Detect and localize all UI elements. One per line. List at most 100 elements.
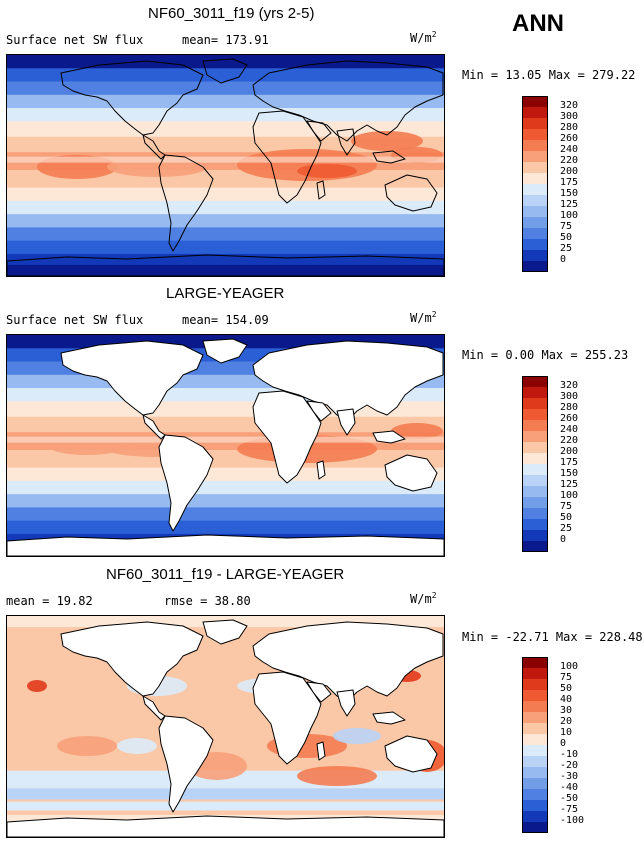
colorbar-tick-label: 75 (560, 672, 573, 683)
coastline-outline (158, 715, 214, 813)
map-contour-band (7, 156, 444, 163)
colorbar-tick-label: 300 (560, 111, 579, 122)
colorbar-tick-label: -100 (560, 815, 585, 826)
colorbar-tick-label: -30 (560, 771, 579, 782)
map-contour-blob (117, 738, 157, 754)
map-contour-band (7, 227, 444, 242)
colorbar-swatch (522, 151, 548, 163)
coastline-outline (336, 689, 356, 717)
map-contour-blob (297, 164, 357, 178)
colorbar-tick-label: 240 (560, 424, 579, 435)
coastline-outline (142, 414, 166, 440)
colorbar-tick-label: 50 (560, 232, 573, 243)
coastline-outline (7, 534, 444, 556)
panel1-colorbar (522, 96, 548, 273)
colorbar-tick-label: 125 (560, 199, 579, 210)
map-contour-band (7, 253, 444, 266)
map-contour-band (7, 200, 444, 215)
map-contour-band (7, 494, 444, 508)
colorbar-tick-label: -75 (560, 804, 579, 815)
coastline-outline (384, 174, 438, 212)
colorbar-tick-label: 25 (560, 523, 573, 534)
coastline-outline (7, 254, 444, 276)
coastline-outline (372, 150, 406, 164)
colorbar-swatch (522, 206, 548, 218)
map-contour-blob (333, 728, 381, 744)
map-contour-band (7, 55, 444, 69)
colorbar-swatch (522, 261, 548, 273)
colorbar-swatch (522, 376, 548, 388)
colorbar-tick-label: 20 (560, 716, 573, 727)
colorbar-swatch (522, 453, 548, 465)
colorbar-swatch (522, 668, 548, 680)
colorbar-tick-label: 220 (560, 435, 579, 446)
coastline-outline (372, 430, 406, 444)
map-contour-band (7, 416, 444, 433)
coastline-outline (202, 338, 248, 364)
panel3-colorbar (522, 657, 548, 834)
coastline-outline (316, 180, 326, 200)
panel1-map (6, 54, 445, 277)
map-contour-band (7, 94, 444, 109)
coastline-outline (158, 154, 214, 252)
colorbar-tick-label: 320 (560, 100, 579, 111)
map-contour-blob (297, 766, 377, 786)
colorbar-tick-label: 300 (560, 391, 579, 402)
map-contour-band (7, 801, 444, 811)
coastline-outline (336, 128, 356, 156)
colorbar-swatch (522, 184, 548, 196)
panel3-title: NF60_3011_f19 - LARGE-YEAGER (106, 566, 345, 583)
colorbar-swatch (522, 420, 548, 432)
map-contour-band (7, 788, 444, 800)
map-contour-blob (57, 736, 117, 756)
colorbar-swatch (522, 107, 548, 119)
coastline-outline (7, 815, 444, 837)
colorbar-tick-label: 150 (560, 188, 579, 199)
coastline-outline (252, 60, 444, 142)
map-contour-band (7, 108, 444, 122)
coastline-outline (306, 681, 332, 703)
colorbar-tick-label: -20 (560, 760, 579, 771)
colorbar-tick-label: 100 (560, 661, 579, 672)
colorbar-tick-label: 150 (560, 468, 579, 479)
colorbar-tick-label: 200 (560, 166, 579, 177)
colorbar-swatch (522, 508, 548, 520)
colorbar-swatch (522, 497, 548, 509)
coastline-outline (336, 408, 356, 436)
coastline-outline (252, 340, 444, 422)
colorbar-swatch (522, 519, 548, 531)
colorbar-tick-label: -10 (560, 749, 579, 760)
coastline-outline (316, 460, 326, 480)
colorbar-tick-label: 75 (560, 221, 573, 232)
colorbar-swatch (522, 657, 548, 669)
colorbar-tick-label: 200 (560, 446, 579, 457)
coastline-outline (306, 120, 332, 142)
colorbar-tick-label: 100 (560, 210, 579, 221)
colorbar-tick-label: 320 (560, 380, 579, 391)
map-contour-band (7, 136, 444, 153)
coastline-outline (60, 340, 204, 416)
map-contour-band (7, 480, 444, 495)
map-contour-band (7, 507, 444, 522)
colorbar-tick-label: 260 (560, 413, 579, 424)
coastline-outline (60, 60, 204, 136)
colorbar-swatch (522, 789, 548, 801)
coastline-outline (60, 621, 204, 697)
coastline-outline (316, 741, 326, 761)
colorbar-tick-label: 280 (560, 402, 579, 413)
colorbar-tick-label: 30 (560, 705, 573, 716)
colorbar-swatch (522, 228, 548, 240)
panel3-mean: mean = 19.82 (6, 594, 93, 608)
colorbar-tick-label: 280 (560, 122, 579, 133)
colorbar-tick-label: 75 (560, 501, 573, 512)
colorbar-tick-label: 125 (560, 479, 579, 490)
colorbar-swatch (522, 387, 548, 399)
colorbar-swatch (522, 679, 548, 691)
colorbar-swatch (522, 140, 548, 152)
panel1-minmax: Min = 13.05 Max = 279.22 (462, 68, 636, 82)
colorbar-tick-label: 100 (560, 490, 579, 501)
coastline-outline (158, 434, 214, 532)
map-contour-blob (391, 423, 443, 439)
panel1-units: W/m2 (410, 30, 437, 45)
colorbar-swatch (522, 822, 548, 834)
